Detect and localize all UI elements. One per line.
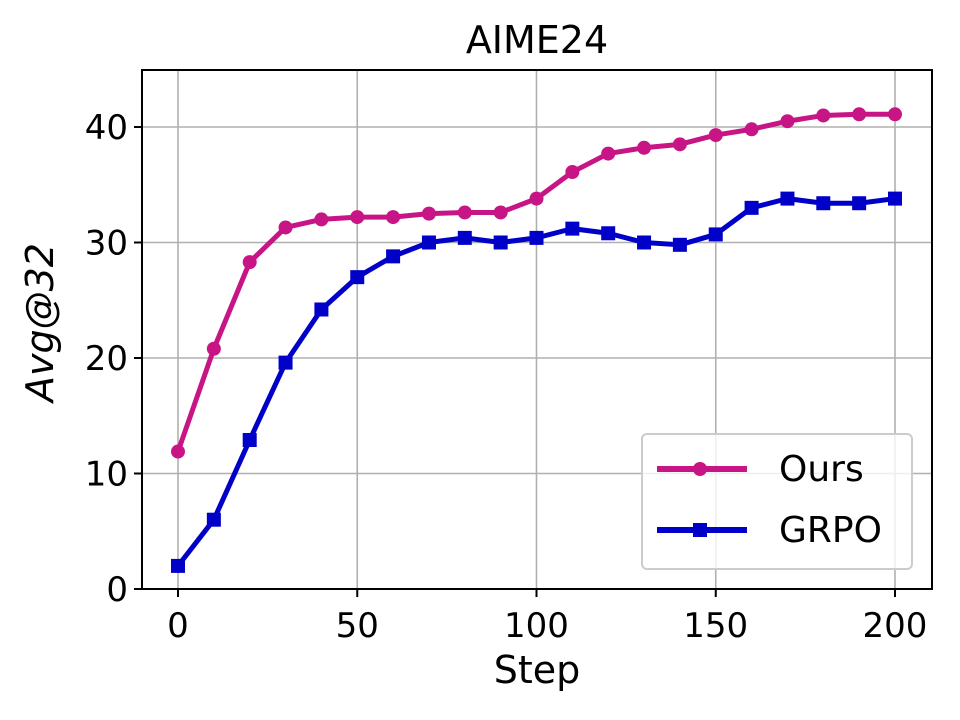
data-point bbox=[888, 107, 902, 122]
x-tick-label: 50 bbox=[336, 606, 379, 646]
data-point bbox=[206, 341, 221, 356]
data-point bbox=[421, 206, 436, 221]
data-point bbox=[852, 196, 867, 211]
chart-title: AIME24 bbox=[465, 18, 609, 62]
data-point bbox=[780, 191, 795, 206]
y-tick-label: 20 bbox=[85, 339, 128, 379]
data-point bbox=[565, 221, 580, 236]
data-point bbox=[386, 249, 401, 264]
x-axis-label: Step bbox=[493, 648, 581, 692]
legend-label-grpo: GRPO bbox=[779, 509, 882, 551]
data-point bbox=[421, 235, 436, 250]
data-point bbox=[350, 270, 365, 285]
data-point bbox=[386, 210, 401, 225]
y-tick-label: 10 bbox=[85, 455, 128, 495]
data-point bbox=[529, 191, 544, 206]
data-point bbox=[171, 444, 185, 459]
data-point bbox=[457, 230, 472, 245]
data-point bbox=[601, 226, 616, 241]
legend-label-ours: Ours bbox=[779, 448, 864, 490]
data-point bbox=[314, 302, 329, 317]
y-tick-label: 30 bbox=[85, 224, 128, 264]
data-point bbox=[278, 355, 293, 370]
data-point bbox=[350, 210, 365, 225]
data-point bbox=[852, 107, 867, 122]
data-point bbox=[314, 212, 329, 227]
data-point bbox=[744, 200, 759, 215]
data-point bbox=[565, 165, 580, 180]
data-point bbox=[816, 196, 831, 211]
x-tick-label: 100 bbox=[504, 606, 569, 646]
data-point bbox=[888, 191, 902, 206]
data-point bbox=[493, 205, 508, 220]
x-tick-label: 0 bbox=[167, 606, 189, 646]
data-point bbox=[493, 235, 508, 250]
x-tick-label: 200 bbox=[863, 606, 928, 646]
x-tick-label: 150 bbox=[683, 606, 748, 646]
legend: Ours GRPO bbox=[641, 433, 913, 570]
circle-marker-icon bbox=[693, 462, 707, 476]
data-point bbox=[457, 205, 472, 220]
y-tick-label: 40 bbox=[85, 108, 128, 148]
data-point bbox=[708, 128, 723, 143]
square-marker-icon bbox=[693, 523, 707, 537]
data-point bbox=[708, 227, 723, 242]
data-point bbox=[242, 433, 257, 448]
data-point bbox=[672, 137, 687, 152]
data-point bbox=[601, 146, 616, 161]
data-point bbox=[637, 140, 652, 155]
data-point bbox=[206, 512, 221, 527]
data-point bbox=[529, 230, 544, 245]
data-point bbox=[780, 114, 795, 129]
y-axis-label: Avg@32 bbox=[18, 243, 62, 402]
data-point bbox=[744, 122, 759, 137]
y-tick-label: 0 bbox=[106, 570, 128, 610]
data-point bbox=[171, 558, 185, 573]
data-point bbox=[637, 235, 652, 250]
data-point bbox=[816, 108, 831, 123]
data-point bbox=[672, 237, 687, 252]
data-point bbox=[278, 220, 293, 235]
data-point bbox=[242, 255, 257, 270]
